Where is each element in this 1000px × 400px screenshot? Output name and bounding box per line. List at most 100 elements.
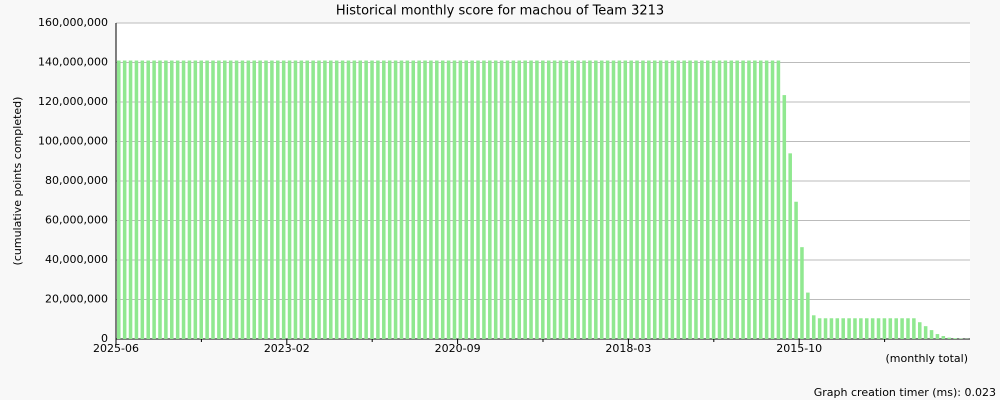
bar bbox=[234, 60, 239, 340]
bar bbox=[488, 60, 492, 340]
bar bbox=[228, 60, 233, 340]
bar bbox=[764, 60, 769, 340]
bar bbox=[246, 60, 251, 340]
bar bbox=[806, 292, 810, 339]
bar bbox=[311, 60, 315, 340]
bar bbox=[935, 334, 940, 339]
bar bbox=[758, 60, 763, 340]
bar bbox=[399, 60, 404, 340]
bar bbox=[305, 60, 310, 340]
bar bbox=[676, 60, 681, 340]
bar bbox=[623, 60, 628, 340]
bar bbox=[859, 318, 863, 339]
bar bbox=[411, 60, 416, 340]
bar bbox=[794, 201, 798, 339]
bar bbox=[723, 60, 728, 340]
bar bbox=[953, 338, 957, 339]
bar bbox=[941, 336, 946, 339]
bar bbox=[541, 60, 545, 340]
footer: Graph creation timer (ms): 0.023 bbox=[814, 386, 996, 399]
y-tick-label: 20,000,000 bbox=[45, 293, 108, 306]
bar bbox=[152, 60, 156, 340]
bar bbox=[870, 318, 875, 339]
bar bbox=[452, 60, 457, 340]
bar bbox=[334, 60, 339, 340]
bar bbox=[635, 60, 639, 340]
bar bbox=[594, 60, 598, 340]
y-tick-label: 60,000,000 bbox=[45, 214, 108, 227]
bar bbox=[558, 60, 563, 340]
bar bbox=[464, 60, 469, 340]
bar bbox=[776, 60, 781, 340]
bar bbox=[476, 60, 480, 340]
bar bbox=[817, 318, 822, 339]
bar bbox=[688, 60, 692, 340]
bar bbox=[493, 60, 498, 340]
bar bbox=[223, 60, 227, 340]
bar bbox=[175, 60, 180, 340]
bar bbox=[122, 60, 127, 340]
bar bbox=[281, 60, 286, 340]
bar bbox=[252, 60, 256, 340]
bar bbox=[741, 60, 745, 340]
bar bbox=[293, 60, 298, 340]
bar bbox=[629, 60, 633, 340]
bar bbox=[664, 60, 669, 340]
bar bbox=[240, 60, 245, 340]
x-tick-label: 2023-02 bbox=[264, 342, 310, 355]
bar bbox=[582, 60, 586, 340]
bar bbox=[617, 60, 622, 340]
bar bbox=[876, 318, 881, 339]
bar bbox=[888, 318, 893, 339]
bar bbox=[694, 60, 698, 340]
bar bbox=[670, 60, 675, 340]
bar bbox=[446, 60, 451, 340]
bar bbox=[440, 60, 445, 340]
bar bbox=[923, 326, 928, 339]
bar bbox=[458, 60, 463, 340]
bar bbox=[570, 60, 575, 340]
bar bbox=[605, 60, 610, 340]
bar bbox=[417, 60, 421, 340]
bar bbox=[435, 60, 439, 340]
bar bbox=[170, 60, 174, 340]
bar bbox=[358, 60, 363, 340]
bar bbox=[864, 318, 869, 339]
bar bbox=[364, 60, 368, 340]
bar bbox=[894, 318, 898, 339]
bar bbox=[576, 60, 580, 340]
bar bbox=[323, 60, 327, 340]
bar bbox=[782, 95, 787, 340]
bar bbox=[140, 60, 145, 340]
bar bbox=[128, 60, 133, 340]
bar bbox=[906, 318, 910, 339]
bar bbox=[405, 60, 410, 340]
bar bbox=[700, 60, 704, 340]
bar bbox=[747, 60, 751, 340]
bar bbox=[711, 60, 716, 340]
bar bbox=[588, 60, 592, 340]
bar bbox=[917, 322, 922, 339]
bar bbox=[199, 60, 203, 340]
bar bbox=[211, 60, 215, 340]
bar bbox=[552, 60, 557, 340]
bar bbox=[841, 318, 845, 339]
bar bbox=[735, 60, 739, 340]
bar bbox=[611, 60, 616, 340]
bar bbox=[823, 318, 828, 339]
y-tick-label: 100,000,000 bbox=[38, 135, 108, 148]
bar bbox=[546, 60, 551, 340]
bar bbox=[429, 60, 433, 340]
bar bbox=[912, 318, 916, 339]
bar bbox=[853, 318, 857, 339]
bar bbox=[217, 60, 221, 340]
bar bbox=[564, 60, 569, 340]
bar bbox=[193, 60, 198, 340]
bar bbox=[164, 60, 168, 340]
x-tick-label: 2015-10 bbox=[776, 342, 822, 355]
bar bbox=[299, 60, 304, 340]
bar bbox=[505, 60, 510, 340]
bar bbox=[717, 60, 722, 340]
bar bbox=[947, 337, 951, 339]
